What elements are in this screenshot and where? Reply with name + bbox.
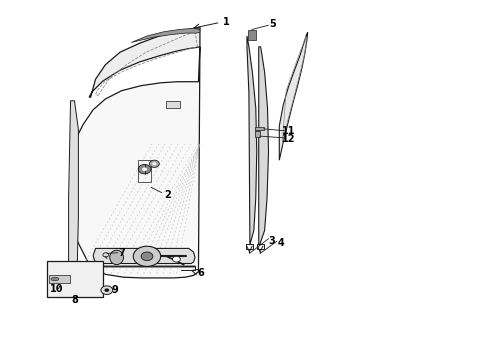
Circle shape: [172, 256, 180, 262]
Polygon shape: [89, 27, 200, 97]
Polygon shape: [131, 27, 200, 42]
Circle shape: [101, 286, 113, 294]
Text: 4: 4: [278, 238, 285, 248]
Circle shape: [104, 288, 109, 292]
Text: 1: 1: [223, 17, 230, 27]
Bar: [138, 160, 151, 182]
Bar: [255, 127, 264, 130]
Polygon shape: [69, 101, 78, 275]
Text: 7: 7: [118, 248, 125, 258]
Text: 8: 8: [71, 294, 78, 305]
Text: 12: 12: [282, 134, 296, 144]
Bar: [246, 244, 253, 249]
Circle shape: [142, 167, 147, 171]
Text: 10: 10: [49, 284, 63, 294]
Text: 11: 11: [282, 126, 296, 136]
Text: 6: 6: [197, 268, 204, 278]
Polygon shape: [93, 248, 195, 264]
Text: 9: 9: [111, 285, 118, 295]
Polygon shape: [247, 36, 257, 245]
Polygon shape: [259, 47, 269, 245]
Bar: [47, 261, 103, 297]
Bar: [257, 244, 264, 249]
Circle shape: [133, 246, 161, 266]
Bar: [166, 101, 180, 108]
Ellipse shape: [110, 250, 123, 265]
Bar: [248, 30, 256, 40]
Circle shape: [141, 252, 153, 261]
Text: 5: 5: [269, 19, 276, 29]
Text: 3: 3: [269, 236, 275, 246]
Polygon shape: [74, 47, 200, 278]
Circle shape: [152, 162, 156, 165]
Bar: [49, 275, 70, 283]
Text: 2: 2: [164, 190, 171, 200]
Circle shape: [138, 165, 151, 174]
Ellipse shape: [51, 277, 59, 281]
Circle shape: [149, 160, 159, 167]
Polygon shape: [279, 32, 308, 160]
Bar: [255, 131, 260, 137]
